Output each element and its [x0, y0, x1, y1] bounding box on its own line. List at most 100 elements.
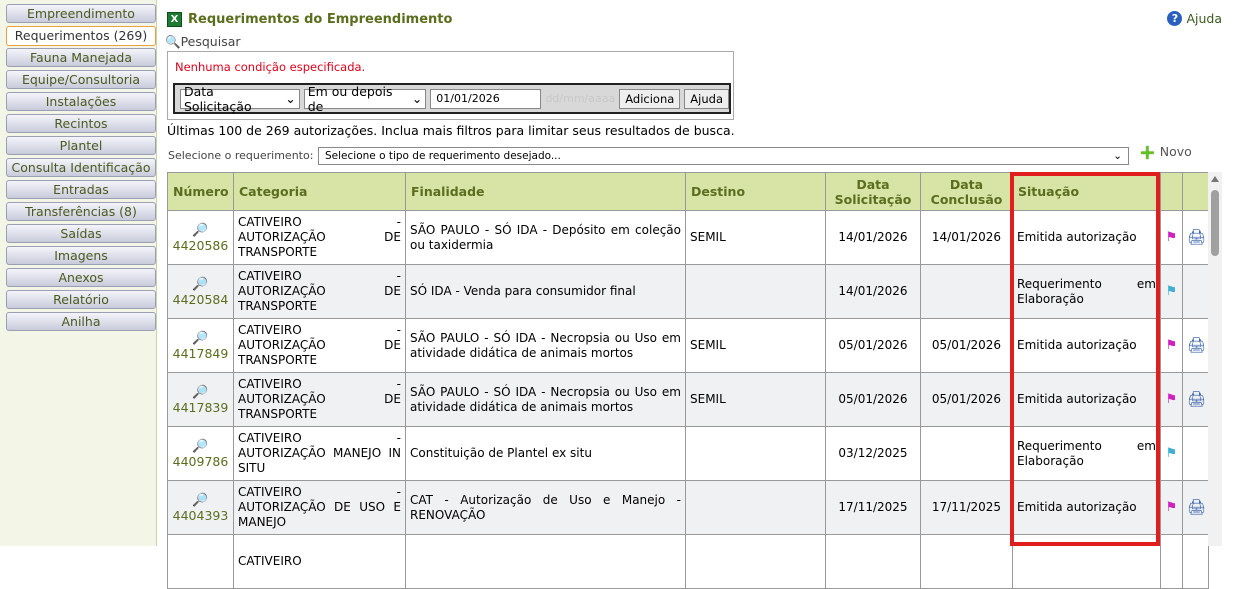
numero-cell: 🔎 4420584	[167, 264, 234, 319]
categoria-cell: CATIVEIRO - AUTORIZAÇÃO DE TRANSPORTE	[233, 372, 406, 427]
new-request-button[interactable]: + Novo	[1139, 142, 1192, 162]
request-number-link[interactable]: 4404393	[172, 508, 229, 523]
view-document-icon[interactable]: 🔎	[192, 277, 209, 292]
sidebar-item-anexos[interactable]: Anexos	[6, 268, 156, 287]
view-document-icon[interactable]: 🔎	[192, 493, 209, 508]
table-row: 🔎 4420584 CATIVEIRO - AUTORIZAÇÃO DE TRANS…	[167, 264, 1209, 319]
view-document-icon[interactable]: 🔎	[192, 385, 209, 400]
sidebar-item-fauna-manejada[interactable]: Fauna Manejada	[6, 48, 156, 67]
sidebar-item-imagens[interactable]: Imagens	[6, 246, 156, 265]
column-header-destino[interactable]: Destino	[685, 172, 826, 211]
sidebar-item-entradas[interactable]: Entradas	[6, 180, 156, 199]
finalidade-cell: SÃO PAULO - SÓ IDA - Necropsia ou Uso em…	[405, 318, 686, 373]
scrollbar-thumb[interactable]	[1211, 190, 1219, 256]
data-solicitacao-cell	[825, 534, 921, 589]
flag-icon: ⚑	[1165, 338, 1178, 353]
printer-icon[interactable]: 🖨	[1187, 228, 1207, 246]
request-number-link[interactable]: 4420586	[172, 238, 229, 253]
flag-icon: ⚑	[1165, 446, 1178, 461]
printer-icon[interactable]: 🖨	[1187, 336, 1207, 354]
table-row: CATIVEIRO	[167, 534, 1209, 589]
column-header-data-solicitacao[interactable]: Data Solicitação	[825, 172, 921, 211]
request-type-select[interactable]: Selecione o tipo de requerimento desejad…	[318, 147, 1129, 165]
flag-cell: ⚑	[1160, 264, 1183, 319]
data-solicitacao-cell: 05/01/2026	[825, 318, 921, 373]
print-cell: 🖨	[1182, 372, 1209, 427]
add-filter-button[interactable]: Adiciona	[619, 88, 681, 109]
sidebar-item-anilha[interactable]: Anilha	[6, 312, 156, 331]
destino-cell	[685, 264, 826, 319]
column-header-finalidade[interactable]: Finalidade	[405, 172, 686, 211]
column-header-print	[1182, 172, 1209, 211]
sidebar-item-relat-rio[interactable]: Relatório	[6, 290, 156, 309]
filter-row: Data Solicitação ⌄ Em ou depois de ⌄ 01/01…	[173, 83, 731, 114]
scroll-up-icon[interactable]	[1211, 176, 1219, 182]
sidebar-item-equipe-consultoria[interactable]: Equipe/Consultoria	[6, 70, 156, 89]
sidebar-item-empreendimento[interactable]: Empreendimento	[6, 4, 156, 23]
flag-icon: ⚑	[1165, 230, 1178, 245]
table-scrollbar[interactable]	[1208, 172, 1222, 546]
column-header-flag	[1160, 172, 1183, 211]
categoria-cell: CATIVEIRO - AUTORIZAÇÃO MANEJO IN SITU	[233, 426, 406, 481]
request-number-link[interactable]: 4420584	[172, 292, 229, 307]
filter-field-select[interactable]: Data Solicitação ⌄	[180, 84, 300, 114]
data-solicitacao-cell: 14/01/2026	[825, 210, 921, 265]
sidebar-item-plantel[interactable]: Plantel	[6, 136, 156, 155]
column-header-situacao[interactable]: Situação	[1012, 172, 1161, 211]
sidebar-item-transfer-ncias-8[interactable]: Transferências (8)	[6, 202, 156, 221]
print-cell: 🖨	[1182, 210, 1209, 265]
excel-export-icon[interactable]: X	[167, 12, 182, 27]
sidebar-item-requerimentos-269[interactable]: Requerimentos (269)	[6, 26, 156, 46]
destino-cell	[685, 534, 826, 589]
data-solicitacao-cell: 05/01/2026	[825, 372, 921, 427]
categoria-cell: CATIVEIRO - AUTORIZAÇÃO DE USO E MANEJO	[233, 480, 406, 535]
printer-icon[interactable]: 🖨	[1187, 390, 1207, 408]
categoria-cell: CATIVEIRO - AUTORIZAÇÃO DE TRANSPORTE	[233, 210, 406, 265]
sidebar-item-instala-es[interactable]: Instalações	[6, 92, 156, 111]
filter-date-input[interactable]: 01/01/2026	[430, 88, 542, 109]
destino-cell	[685, 480, 826, 535]
data-conclusao-cell: 14/01/2026	[920, 210, 1013, 265]
table-row: 🔎 4404393 CATIVEIRO - AUTORIZAÇÃO DE USO E…	[167, 480, 1209, 535]
finalidade-cell: SÃO PAULO - SÓ IDA - Depósito em coleção…	[405, 210, 686, 265]
chevron-down-icon: ⌄	[411, 91, 423, 106]
categoria-cell: CATIVEIRO - AUTORIZAÇÃO DE TRANSPORTE	[233, 264, 406, 319]
request-number-link[interactable]: 4417849	[172, 346, 229, 361]
search-label: Pesquisar	[180, 34, 241, 49]
filter-box: Nenhuma condição especificada. Data Soli…	[167, 51, 734, 120]
data-solicitacao-cell: 03/12/2025	[825, 426, 921, 481]
print-cell	[1182, 264, 1209, 319]
printer-icon[interactable]: 🖨	[1187, 498, 1207, 516]
situacao-cell: Emitida autorização	[1012, 372, 1161, 427]
destino-cell: SEMIL	[685, 372, 826, 427]
sidebar-item-sa-das[interactable]: Saídas	[6, 224, 156, 243]
column-header-data-conclusao[interactable]: Data Conclusão	[920, 172, 1013, 211]
view-document-icon[interactable]: 🔎	[192, 439, 209, 454]
data-conclusao-cell: 05/01/2026	[920, 372, 1013, 427]
data-solicitacao-cell: 14/01/2026	[825, 264, 921, 319]
finalidade-cell: SÃO PAULO - SÓ IDA - Necropsia ou Uso em…	[405, 372, 686, 427]
column-header-numero[interactable]: Número	[167, 172, 234, 211]
filter-operator-select[interactable]: Em ou depois de ⌄	[303, 84, 427, 114]
request-number-link[interactable]: 4409786	[172, 454, 229, 469]
view-document-icon[interactable]: 🔎	[192, 331, 209, 346]
sidebar-item-consulta-identifica-o[interactable]: Consulta Identificação	[6, 158, 156, 177]
column-header-categoria[interactable]: Categoria	[233, 172, 406, 211]
situacao-cell	[1012, 534, 1161, 589]
request-number-link[interactable]: 4417839	[172, 400, 229, 415]
filter-help-button[interactable]: Ajuda	[684, 88, 729, 109]
flag-cell: ⚑	[1160, 480, 1183, 535]
search-link[interactable]: 🔍Pesquisar	[165, 34, 241, 50]
filter-operator-value: Em ou depois de	[307, 83, 393, 114]
data-conclusao-cell: 05/01/2026	[920, 318, 1013, 373]
flag-cell: ⚑	[1160, 372, 1183, 427]
situacao-cell: Emitida autorização	[1012, 318, 1161, 373]
table-row: 🔎 4417839 CATIVEIRO - AUTORIZAÇÃO DE TRANS…	[167, 372, 1209, 427]
numero-cell: 🔎 4417849	[167, 318, 234, 373]
requests-table: Número Categoria Finalidade Destino Data Sol…	[167, 172, 1209, 589]
data-conclusao-cell: 17/11/2025	[920, 480, 1013, 535]
sidebar-item-recintos[interactable]: Recintos	[6, 114, 156, 133]
help-link[interactable]: ? Ajuda	[1167, 11, 1222, 26]
view-document-icon[interactable]: 🔎	[192, 223, 209, 238]
print-cell: 🖨	[1182, 480, 1209, 535]
